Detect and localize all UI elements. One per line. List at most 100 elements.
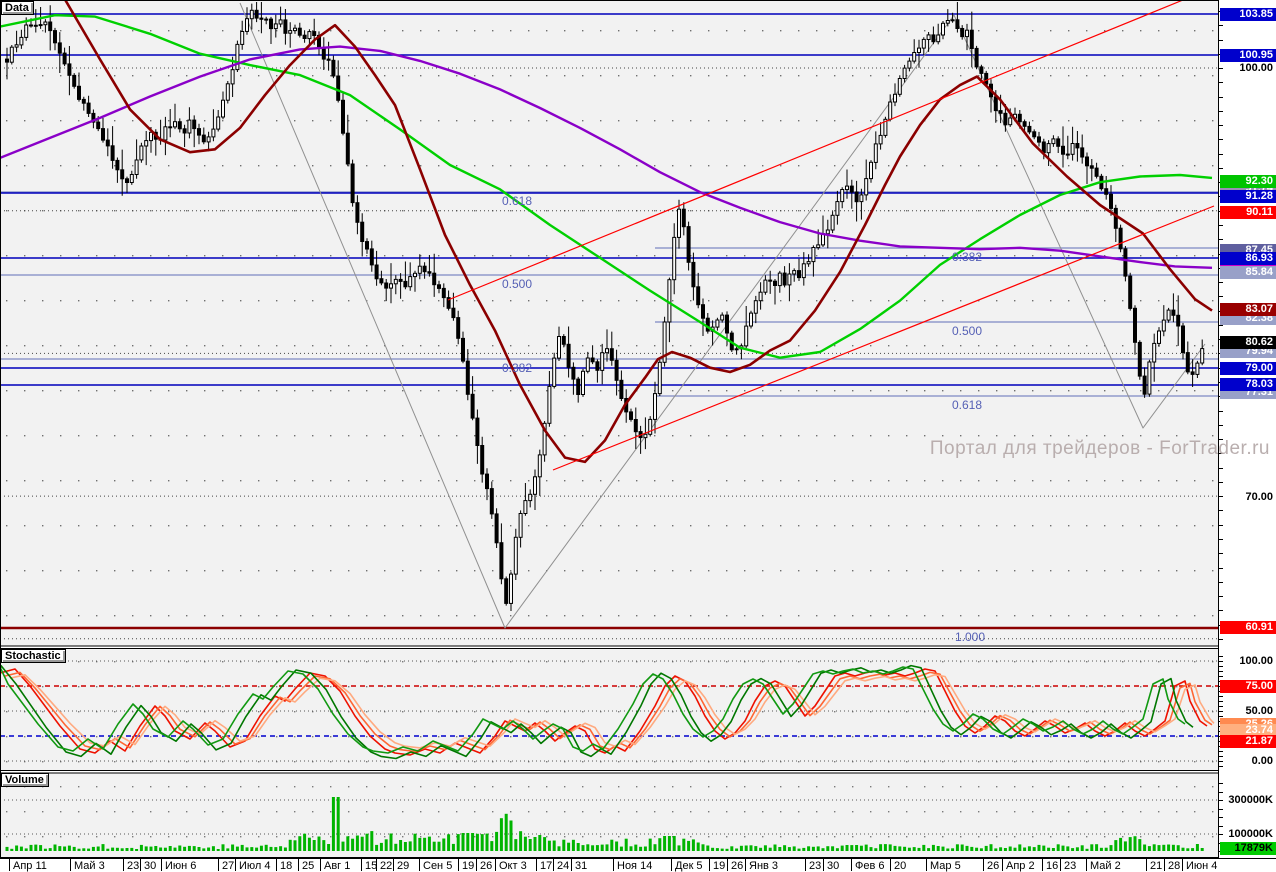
date-tick [536,859,537,871]
date-tick [161,859,162,871]
price-scale[interactable]: 103.85 100.95 100.00 92.30 91.74 91.28 90.11 87… [1218,0,1276,858]
date-tick [1146,859,1147,871]
date-axis[interactable]: Апр 11 Май 3 23 30 Июн 6 27 Июл 4 18 25 Авг 1 15 22… [0,858,1276,872]
scale-tick [1219,96,1223,98]
scale-tick [1219,825,1223,827]
scale-tick [1219,711,1223,712]
date-tick [320,859,321,871]
tab-data[interactable]: Data [1,1,34,15]
date-tick [805,859,806,871]
date-label: Май 3 [74,860,105,872]
date-tick [671,859,672,871]
scale-tick [1219,808,1223,810]
date-tick [376,859,377,871]
tab-volume[interactable]: Volume [1,773,49,787]
scale-tick [1219,296,1223,298]
date-label: 16 [1046,860,1059,872]
date-tick [553,859,554,871]
scale-tick [1219,82,1223,84]
scale-tick [1219,656,1223,657]
date-label: 30 [144,860,157,872]
date-label: Апр 11 [13,860,47,872]
date-label: 29 [397,860,410,872]
date-label: 19 [713,860,726,872]
price-label: 300000K [1228,794,1273,806]
scale-tick [1219,25,1223,27]
date-label: 23 [127,860,140,872]
price-label: 83.07 [1220,303,1276,316]
tab-data-label: Data [5,2,29,14]
date-tick [709,859,710,871]
scale-tick [1219,800,1223,801]
scale-tick [1219,567,1223,569]
scale-tick [1219,139,1223,141]
date-tick [140,859,141,871]
price-label: 91.28 [1220,190,1276,203]
date-tick [613,859,614,871]
date-label: Ноя 14 [617,860,653,872]
date-tick [1042,859,1043,871]
date-label: Дек 5 [675,860,703,872]
date-label: Янв 3 [749,860,779,872]
scale-tick [1219,510,1223,512]
scale-tick [1219,817,1223,818]
scale-tick [1219,282,1223,283]
scale-tick [1219,125,1223,127]
scale-tick [1219,666,1223,667]
date-tick [361,859,362,871]
date-tick [983,859,984,871]
scale-tick [1219,638,1223,640]
tab-stochastic[interactable]: Stochastic [1,649,66,663]
scale-tick [1219,110,1223,112]
scale-tick [1219,766,1223,767]
date-label: 30 [827,860,840,872]
date-label: 17 [540,860,553,872]
date-tick [1002,859,1003,871]
chart-canvas[interactable] [0,0,1218,858]
date-label: 26 [987,860,1000,872]
date-label: 20 [894,860,907,872]
date-label: Июн 4 [1186,860,1218,872]
date-tick [727,859,728,871]
scale-tick [1219,410,1223,412]
date-label: 24 [557,860,570,872]
tab-stochastic-label: Stochastic [5,650,61,662]
date-tick [393,859,394,871]
price-label: 85.84 [1220,266,1276,279]
date-tick [123,859,124,871]
date-tick [823,859,824,871]
date-label: 26 [731,860,744,872]
date-tick [9,859,10,871]
price-label: 21.87 [1220,735,1276,748]
scale-tick [1219,716,1223,717]
tab-volume-label: Volume [5,774,44,786]
scale-tick [1219,661,1223,662]
date-tick [476,859,477,871]
scale-tick [1219,783,1223,784]
date-tick [926,859,927,871]
date-label: 26 [480,860,493,872]
scale-tick [1219,225,1223,226]
price-label: 23.74 [1220,724,1276,737]
scale-tick [1219,453,1223,455]
scale-tick [1219,676,1223,677]
date-tick [276,859,277,871]
date-label: 23 [809,860,822,872]
scale-tick [1219,467,1223,469]
price-label: 70.00 [1245,491,1273,503]
date-tick [458,859,459,871]
scale-tick [1219,153,1223,155]
date-label: 15 [365,860,378,872]
date-label: 22 [380,860,393,872]
price-label: 60.91 [1220,621,1276,634]
scale-tick [1219,324,1223,326]
date-label: 18 [280,860,293,872]
date-label: Авг 1 [324,860,351,872]
date-label: 19 [462,860,475,872]
scale-tick [1219,553,1223,555]
price-label: 90.11 [1220,206,1276,219]
date-tick [235,859,236,871]
scale-tick [1219,761,1223,762]
scale-tick [1219,481,1223,483]
